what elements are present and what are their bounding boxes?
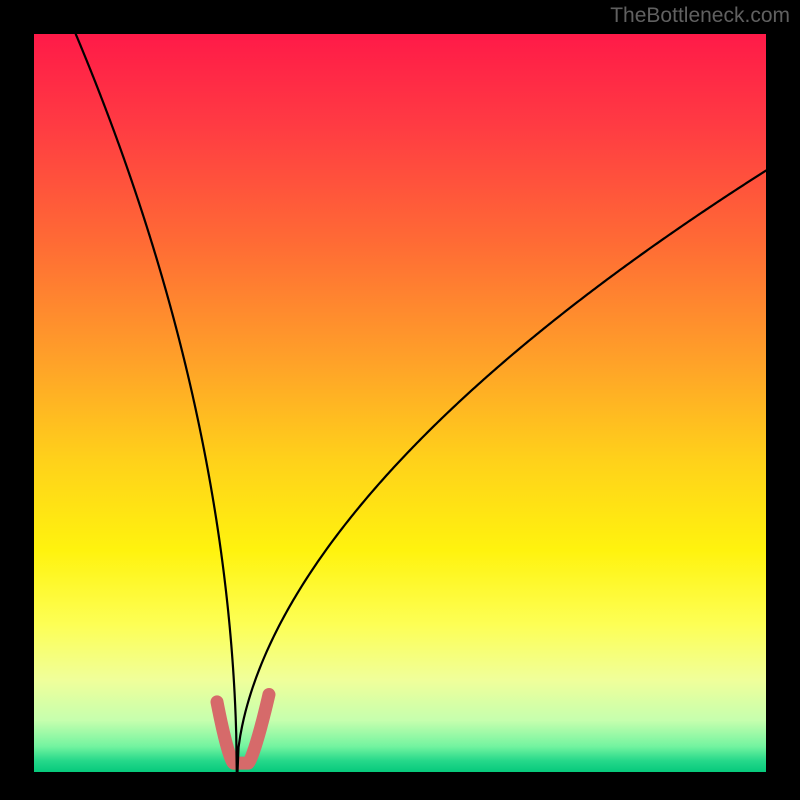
chart-root: TheBottleneck.com	[0, 0, 800, 800]
chart-svg	[0, 0, 800, 800]
plot-background	[34, 34, 766, 772]
